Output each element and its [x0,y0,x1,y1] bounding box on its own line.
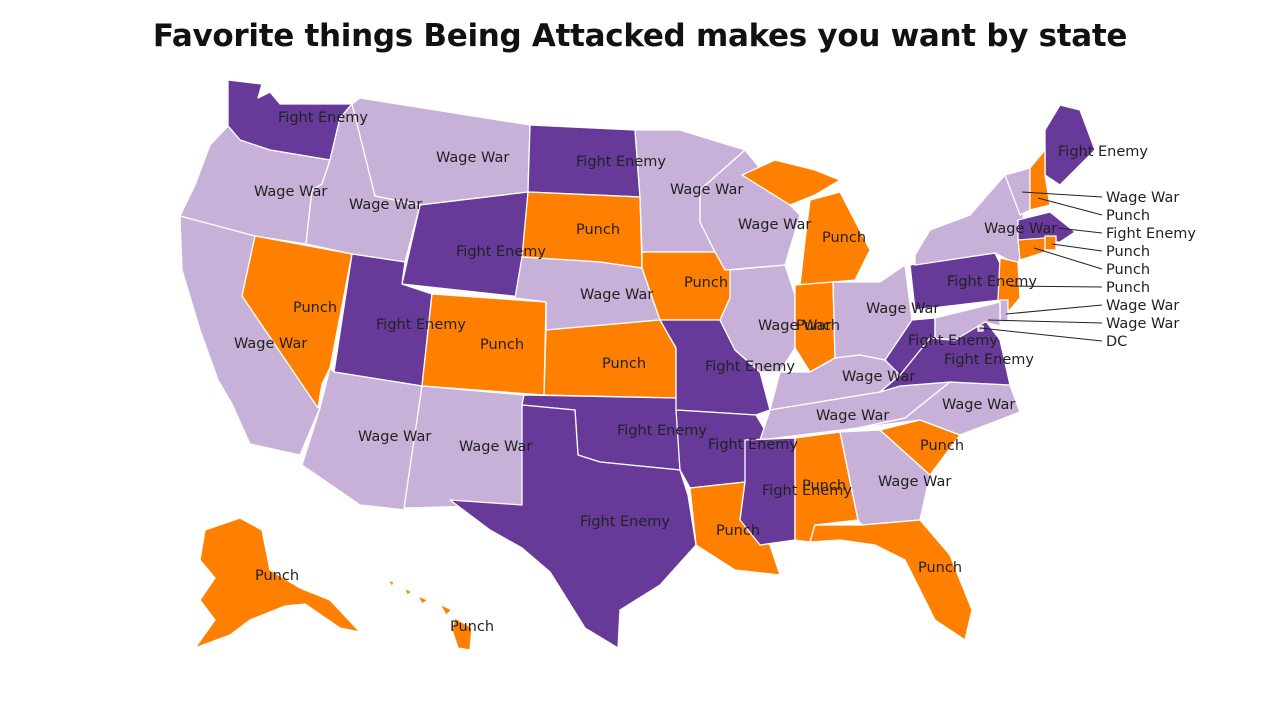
state-label-il: Wage War [758,318,831,334]
state-label-az: Wage War [358,429,431,445]
map-title: Favorite things Being Attacked makes you… [152,18,1128,54]
state-label-in: Punch [796,318,840,334]
state-label-ga: Wage War [878,474,951,490]
leader-line-ma [1057,227,1103,234]
state-label-wy: Fight Enemy [456,244,546,260]
state-label-co: Punch [480,337,524,353]
state-il [719,264,796,373]
state-label-mt: Wage War [436,150,509,166]
state-label-al: Punch [802,478,846,494]
state-mi [741,159,871,286]
state-label-ne: Wage War [580,287,653,303]
callout-label-nh: Punch [1106,208,1150,224]
state-label-ny: Wage War [984,221,1057,237]
state-label-ks: Punch [602,356,646,372]
callout-label-vt: Wage War [1106,190,1179,206]
state-label-me: Fight Enemy [1058,144,1148,160]
state-label-ok: Fight Enemy [617,423,707,439]
state-label-wa: Fight Enemy [278,110,368,126]
state-ak [194,517,361,649]
callout-label-nj: Punch [1106,280,1150,296]
state-label-nm: Wage War [459,439,532,455]
leader-line-md [987,319,1103,324]
state-label-ar: Fight Enemy [708,437,798,453]
state-label-fl: Punch [918,560,962,576]
state-ny [914,174,1026,266]
state-label-tn: Wage War [816,408,889,424]
state-label-ak: Punch [255,568,299,584]
callout-label-ct: Punch [1106,262,1150,278]
state-md [934,301,1001,341]
state-label-mn: Wage War [670,182,743,198]
callout-label-ma: Fight Enemy [1106,226,1196,242]
state-nj [997,257,1021,313]
leader-line-ct [1033,247,1103,270]
state-label-wi: Wage War [738,217,811,233]
state-fl [809,519,973,641]
state-de [999,299,1009,323]
state-ma [1017,211,1076,243]
state-label-hi: Punch [450,619,494,635]
state-label-va: Fight Enemy [944,352,1034,368]
state-label-la: Punch [716,523,760,539]
state-label-tx: Fight Enemy [580,514,670,530]
state-ri [1044,235,1057,251]
state-label-mi: Punch [822,230,866,246]
state-label-nc: Wage War [942,397,1015,413]
state-label-ky: Wage War [842,369,915,385]
state-label-oh: Wage War [866,301,939,317]
state-label-sc: Punch [920,438,964,454]
state-hi [387,579,473,651]
state-id [305,97,421,263]
leader-line-ri [1051,243,1103,252]
state-label-ut: Fight Enemy [376,317,466,333]
state-label-pa: Fight Enemy [947,274,1037,290]
callout-label-de: Wage War [1106,298,1179,314]
state-nh [1029,149,1051,211]
state-label-or: Wage War [254,184,327,200]
state-label-wv: Fight Enemy [908,333,998,349]
state-label-nd: Fight Enemy [576,154,666,170]
callout-label-ri: Punch [1106,244,1150,260]
state-label-mo: Fight Enemy [705,359,795,375]
state-label-sd: Punch [576,222,620,238]
state-label-ms: Fight Enemy [762,483,852,499]
callout-label-dc: DC [1106,334,1127,350]
state-label-ia: Punch [684,275,728,291]
leader-line-nj [1009,285,1103,288]
state-label-id: Wage War [349,197,422,213]
state-tx [449,404,697,649]
leader-line-dc [979,327,1103,342]
state-ct [1017,237,1046,261]
leader-line-nh [1037,197,1103,216]
callout-label-md: Wage War [1106,316,1179,332]
state-label-nv: Punch [293,300,337,316]
state-label-ca: Wage War [234,336,307,352]
leader-line-de [1005,304,1103,315]
leader-line-vt [1021,191,1103,198]
